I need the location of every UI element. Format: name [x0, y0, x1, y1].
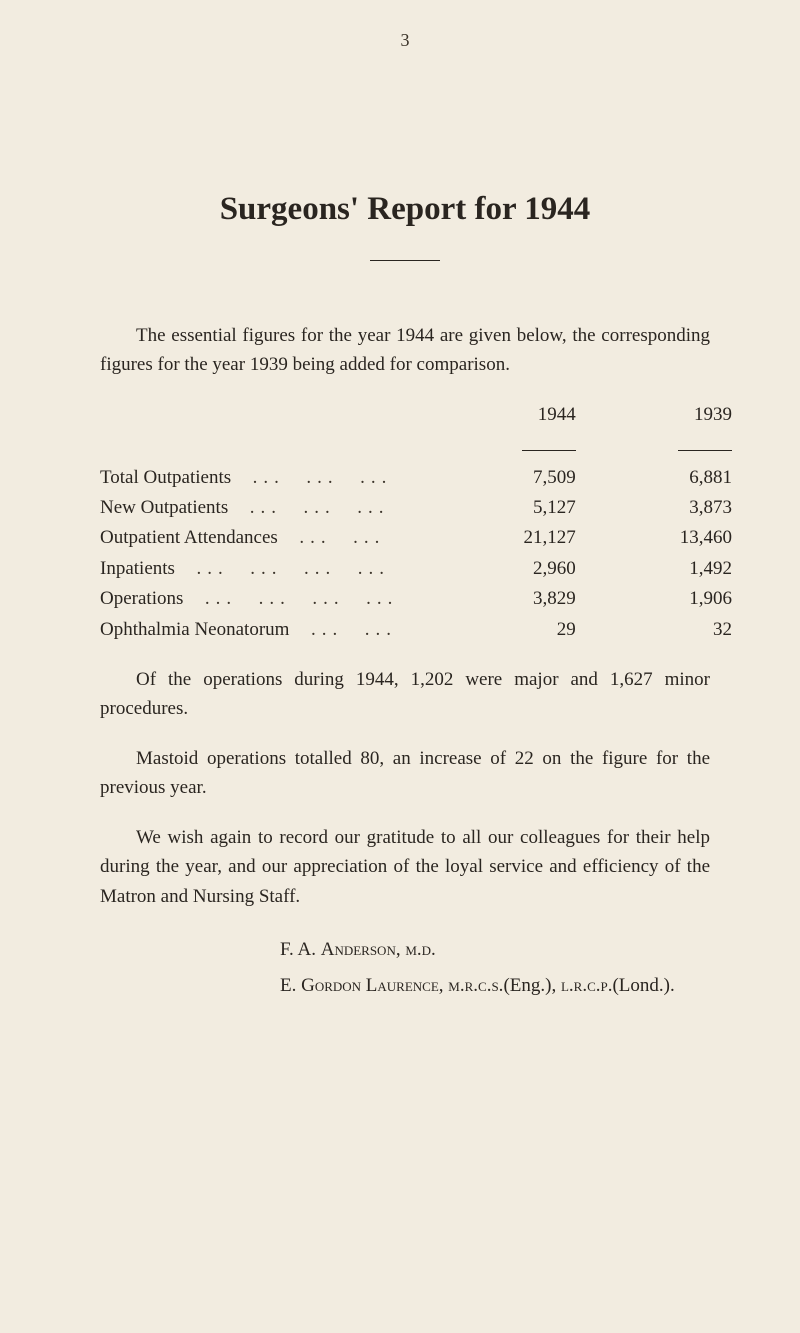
intro-paragraph: The essential figures for the year 1944 …	[100, 321, 710, 380]
report-title: Surgeons' Report for 1944	[100, 191, 710, 228]
row-1939: 13,460	[598, 523, 754, 553]
document-page: 3 Surgeons' Report for 1944 The essentia…	[0, 0, 800, 1333]
row-1944: 21,127	[442, 523, 598, 553]
row-1939: 3,873	[598, 493, 754, 523]
row-1939: 6,881	[598, 463, 754, 493]
header-rule-row	[100, 432, 710, 462]
row-label: Ophthalmia Neonatorum	[100, 619, 289, 640]
row-label: Total Outpatients	[100, 467, 231, 488]
row-label: Operations	[100, 588, 183, 609]
row-1939: 1,492	[598, 554, 754, 584]
mastoid-paragraph: Mastoid operations totalled 80, an incre…	[100, 744, 710, 803]
row-1944: 2,960	[442, 554, 598, 584]
title-underline	[370, 260, 440, 261]
row-1944: 3,829	[442, 584, 598, 614]
row-label: New Outpatients	[100, 497, 228, 518]
gratitude-paragraph: We wish again to record our gratitude to…	[100, 823, 710, 911]
row-1944: 7,509	[442, 463, 598, 493]
operations-paragraph: Of the operations during 1944, 1,202 wer…	[100, 665, 710, 724]
figures-table: 1944 1939 Total Outpatients ... ... ... …	[100, 400, 710, 645]
table-header-row: 1944 1939	[100, 400, 710, 430]
row-1939: 32	[598, 615, 754, 645]
table-row: Total Outpatients ... ... ... 7,509 6,88…	[100, 463, 710, 493]
signature-anderson: F. A. Anderson, m.d.	[280, 939, 710, 961]
table-row: Inpatients ... ... ... ... 2,960 1,492	[100, 554, 710, 584]
header-1944: 1944	[442, 400, 598, 430]
row-label: Outpatient Attendances	[100, 527, 278, 548]
table-row: Outpatient Attendances ... ... 21,127 13…	[100, 523, 710, 553]
row-1944: 29	[442, 615, 598, 645]
page-number: 3	[100, 30, 710, 51]
row-label: Inpatients	[100, 558, 175, 579]
signature-laurence: E. Gordon Laurence, m.r.c.s.(Eng.), l.r.…	[280, 975, 710, 997]
header-1939: 1939	[598, 400, 754, 430]
table-row: New Outpatients ... ... ... 5,127 3,873	[100, 493, 710, 523]
row-1944: 5,127	[442, 493, 598, 523]
table-row: Ophthalmia Neonatorum ... ... 29 32	[100, 615, 710, 645]
row-1939: 1,906	[598, 584, 754, 614]
table-row: Operations ... ... ... ... 3,829 1,906	[100, 584, 710, 614]
